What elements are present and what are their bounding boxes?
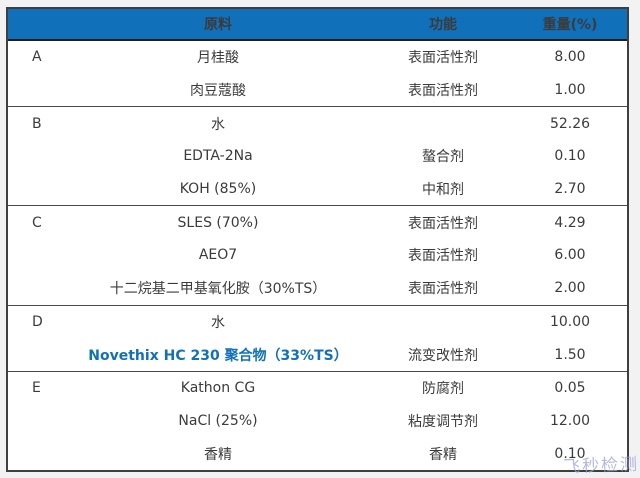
table-row: B 水 52.26: [8, 107, 627, 140]
material-cell: 水: [211, 314, 225, 331]
function-cell: 螯合剂: [422, 149, 464, 166]
table-row: 肉豆蔻酸 表面活性剂 1.00: [8, 74, 627, 107]
weight-cell: 4.29: [554, 214, 586, 231]
table-header-row: 原料 功能 重量(%): [8, 9, 627, 41]
formulation-table: 原料 功能 重量(%) A 月桂酸 表面活性剂 8.00 肉豆蔻酸 表面活性剂 1.00 B 水…: [6, 7, 629, 472]
material-cell: EDTA-2Na: [183, 148, 253, 165]
ingredient-group-A: A 月桂酸 表面活性剂 8.00 肉豆蔻酸 表面活性剂 1.00: [8, 41, 627, 106]
function-cell: 表面活性剂: [408, 83, 478, 100]
weight-cell: 2.70: [554, 181, 586, 198]
function-cell: 香精: [429, 446, 457, 463]
function-cell: 表面活性剂: [408, 50, 478, 67]
material-cell: 十二烷基二甲基氧化胺（30%TS）: [109, 281, 327, 298]
material-cell: AEO7: [198, 247, 238, 264]
header-function: 功能: [429, 17, 457, 33]
material-cell: Novethix HC 230 聚合物（33%TS）: [88, 347, 348, 364]
function-cell: 粘度调节剂: [408, 413, 478, 430]
ingredient-group-C: C SLES (70%) 表面活性剂 4.29 AEO7 表面活性剂 6.00 十二烷基二甲基…: [8, 205, 627, 304]
header-material: 原料: [204, 17, 232, 33]
header-weight: 重量(%): [542, 17, 598, 33]
ingredient-group-D: D 水 10.00 Novethix HC 230 聚合物（33%TS） 流变改性剂 1.…: [8, 304, 627, 371]
weight-cell: 2.00: [554, 280, 586, 297]
table-row: Novethix HC 230 聚合物（33%TS） 流变改性剂 1.50: [8, 338, 627, 371]
function-cell: 中和剂: [422, 182, 464, 199]
table-row: NaCl (25%) 粘度调节剂 12.00: [8, 405, 627, 438]
group-letter: E: [32, 380, 41, 397]
material-cell: KOH (85%): [179, 181, 257, 198]
weight-cell: 0.05: [554, 380, 586, 397]
function-cell: 表面活性剂: [408, 281, 478, 298]
function-cell: 表面活性剂: [408, 248, 478, 265]
group-letter: A: [32, 49, 42, 66]
ingredient-group-E: E Kathon CG 防腐剂 0.05 NaCl (25%) 粘度调节剂 12.00 香精香…: [8, 370, 627, 470]
weight-cell: 6.00: [554, 247, 586, 264]
table-row: 香精 香精 0.10: [8, 437, 627, 470]
ingredient-group-B: B 水 52.26 EDTA-2Na 螯合剂 0.10 KOH (85%) 中和剂 2.70: [8, 106, 627, 205]
material-cell: 月桂酸: [197, 50, 239, 67]
weight-cell: 0.10: [554, 148, 586, 165]
material-cell: 水: [211, 116, 225, 133]
weight-cell: 0.10: [554, 445, 586, 462]
group-letter: D: [32, 313, 43, 330]
function-cell: 流变改性剂: [408, 347, 478, 364]
weight-cell: 52.26: [549, 115, 591, 132]
table-row: AEO7 表面活性剂 6.00: [8, 239, 627, 272]
material-cell: Kathon CG: [180, 380, 256, 397]
table-row: 十二烷基二甲基氧化胺（30%TS） 表面活性剂 2.00: [8, 272, 627, 305]
weight-cell: 8.00: [554, 49, 586, 66]
group-letter: B: [32, 115, 42, 132]
table-row: KOH (85%) 中和剂 2.70: [8, 173, 627, 206]
weight-cell: 10.00: [549, 313, 591, 330]
material-cell: 肉豆蔻酸: [190, 83, 246, 100]
material-cell: 香精: [204, 446, 232, 463]
table-row: E Kathon CG 防腐剂 0.05: [8, 372, 627, 405]
material-cell: NaCl (25%): [178, 412, 258, 429]
table-row: EDTA-2Na 螯合剂 0.10: [8, 140, 627, 173]
table-row: D 水 10.00: [8, 306, 627, 339]
function-cell: 表面活性剂: [408, 215, 478, 232]
table-row: A 月桂酸 表面活性剂 8.00: [8, 41, 627, 74]
group-letter: C: [32, 214, 42, 231]
weight-cell: 12.00: [549, 412, 591, 429]
table-row: C SLES (70%) 表面活性剂 4.29: [8, 206, 627, 239]
table-body: A 月桂酸 表面活性剂 8.00 肉豆蔻酸 表面活性剂 1.00 B 水 52.26 EDTA-2N…: [8, 41, 627, 470]
material-cell: SLES (70%): [177, 214, 259, 231]
weight-cell: 1.50: [554, 346, 586, 363]
function-cell: 防腐剂: [422, 381, 464, 398]
weight-cell: 1.00: [554, 82, 586, 99]
